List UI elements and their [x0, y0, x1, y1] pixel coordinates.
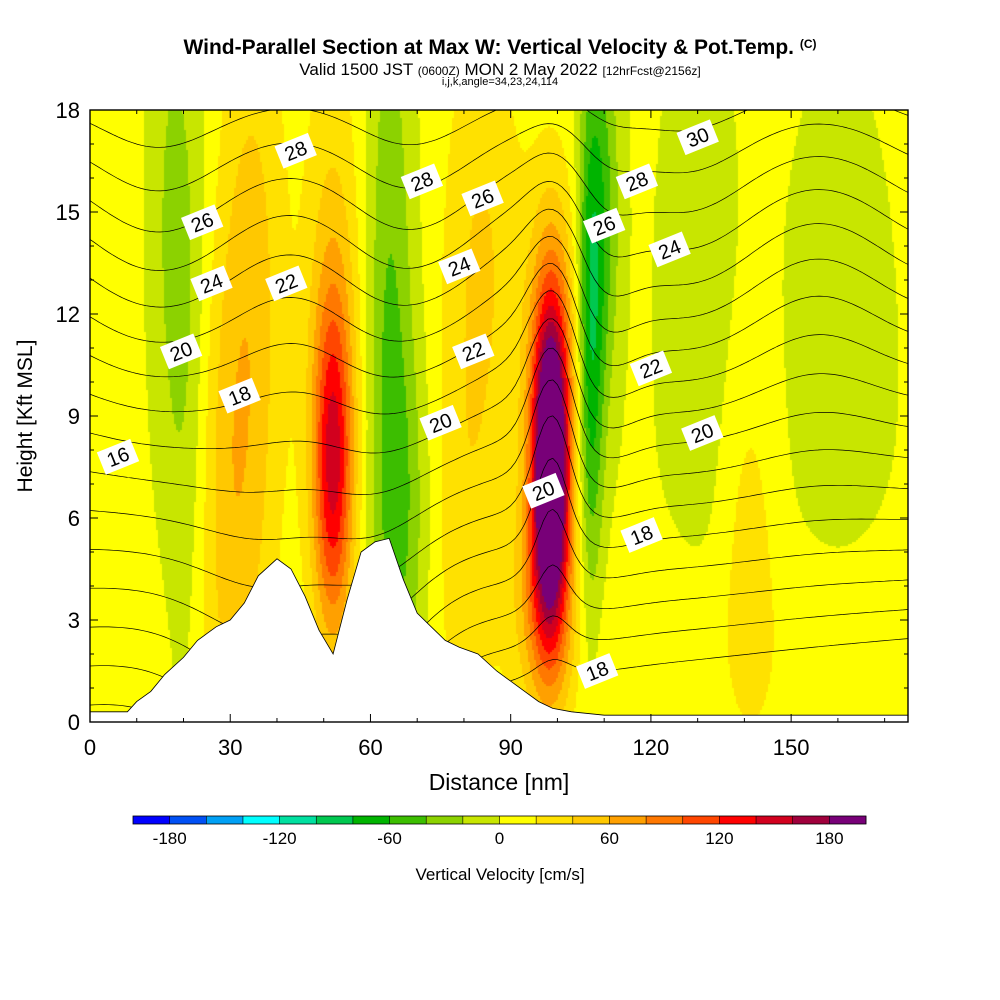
colorbar-swatch: [609, 816, 647, 824]
colorbar-swatch: [462, 816, 500, 824]
x-tick-label: 120: [633, 735, 670, 760]
colorbar-tick-label: -180: [153, 829, 187, 848]
terrain-mask: [89, 537, 909, 723]
y-axis-label: Height [Kft MSL]: [14, 340, 37, 493]
colorbar-swatch: [536, 816, 574, 824]
chart-title: Wind-Parallel Section at Max W: Vertical…: [183, 36, 817, 59]
colorbar-swatch: [352, 816, 390, 824]
y-tick-label: 15: [56, 200, 80, 225]
theta-contour: [90, 415, 908, 589]
x-tick-label: 60: [358, 735, 382, 760]
colorbar-swatch: [389, 816, 427, 824]
x-tick-label: 150: [773, 735, 810, 760]
theta-contour: [90, 347, 908, 495]
colorbar-swatch: [792, 816, 830, 824]
colorbar-tick-label: 180: [815, 829, 843, 848]
contour-label: 22: [629, 350, 673, 387]
contour-label: 18: [218, 377, 261, 414]
colorbar-swatch: [572, 816, 610, 824]
colorbar-swatch: [682, 816, 720, 824]
y-tick-label: 3: [68, 608, 80, 633]
theta-contour: [90, 208, 908, 308]
colorbar-tick-label: 120: [705, 829, 733, 848]
x-axis-label: Distance [nm]: [429, 769, 570, 795]
y-tick-label: 12: [56, 302, 80, 327]
vertical-velocity-field: [90, 110, 908, 722]
colorbar: -180 -120 -60 0 60 120 180: [132, 815, 867, 848]
axes: 0 30 60 90 120 150 0 3 6 9 12 15 18: [56, 98, 908, 760]
theta-contour: [90, 123, 908, 192]
y-tick-label: 6: [68, 506, 80, 531]
x-tick-label: 90: [498, 735, 522, 760]
colorbar-swatch: [169, 816, 207, 824]
colorbar-swatch: [316, 816, 354, 824]
colorbar-label: Vertical Velocity [cm/s]: [415, 865, 584, 884]
colorbar-tick-label: -120: [263, 829, 297, 848]
theta-contour: [90, 318, 908, 454]
chart-grid-indices: i,j,k,angle=34,23,24,114: [441, 76, 559, 88]
colorbar-swatch: [756, 816, 794, 824]
colorbar-swatch: [499, 816, 537, 824]
colorbar-swatch: [133, 816, 171, 824]
colorbar-swatch: [242, 816, 280, 824]
colorbar-swatch: [829, 816, 867, 824]
y-tick-label: 18: [56, 98, 80, 123]
colorbar-swatch: [719, 816, 757, 824]
colorbar-swatch: [646, 816, 684, 824]
copyright-mark: (C): [799, 37, 817, 51]
colorbar-tick-label: 60: [600, 829, 619, 848]
contour-label: 26: [181, 204, 224, 241]
x-tick-label: 30: [218, 735, 242, 760]
y-tick-label: 9: [68, 404, 80, 429]
contour-label: 26: [583, 207, 626, 244]
colorbar-tick-label: -60: [377, 829, 402, 848]
colorbar-swatch: [279, 816, 317, 824]
colorbar-tick-label: 0: [495, 829, 504, 848]
contour-label: 26: [461, 180, 504, 217]
theta-contour: [90, 379, 908, 540]
x-tick-label: 0: [84, 735, 96, 760]
chart-subtitle: Valid 1500 JST (0600Z) MON 2 May 2022 [1…: [299, 60, 701, 79]
contour-label: 20: [159, 333, 203, 370]
y-tick-label: 0: [68, 710, 80, 735]
colorbar-swatch: [426, 816, 464, 824]
theta-contour: [90, 152, 908, 233]
colorbar-swatch: [206, 816, 244, 824]
